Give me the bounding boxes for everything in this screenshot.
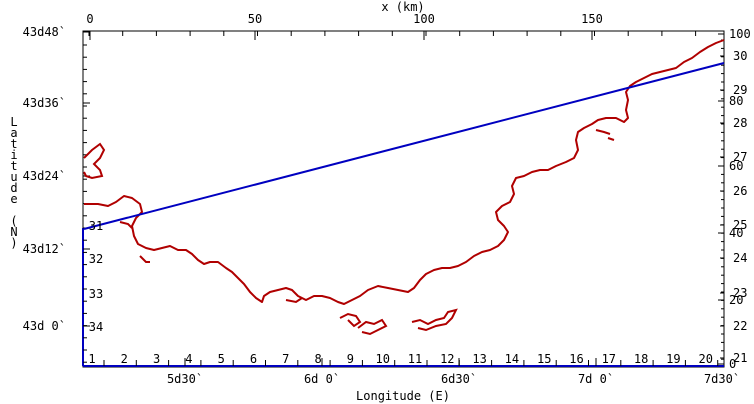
lon-tick-label: 6d 0` bbox=[304, 372, 340, 386]
x-tick-label: 0 bbox=[86, 12, 93, 26]
section-point-label: 6 bbox=[250, 352, 257, 366]
x-axis-label: x (km) bbox=[381, 0, 424, 14]
section-point-label: 34 bbox=[89, 320, 103, 334]
section-point-label: 15 bbox=[537, 352, 551, 366]
lat-tick-label: 43d24` bbox=[23, 169, 66, 183]
section-point-label: 32 bbox=[89, 252, 103, 266]
right-minor-tick-label: 21 bbox=[733, 351, 747, 365]
coastline bbox=[84, 39, 725, 305]
section-point-label: 12 bbox=[440, 352, 454, 366]
right-major-tick-label: 0 bbox=[729, 357, 736, 371]
lon-tick-label: 7d 0` bbox=[578, 372, 614, 386]
x-tick-label: 100 bbox=[413, 12, 435, 26]
section-point-label: 3 bbox=[153, 352, 160, 366]
lat-tick-label: 43d12` bbox=[23, 242, 66, 256]
right-minor-tick-label: 28 bbox=[733, 116, 747, 130]
right-minor-tick-label: 22 bbox=[733, 319, 747, 333]
section-line bbox=[83, 62, 725, 230]
right-major-tick-label: 60 bbox=[729, 159, 743, 173]
section-point-label: 2 bbox=[121, 352, 128, 366]
lon-tick-label: 6d30` bbox=[441, 372, 477, 386]
section-point-label: 10 bbox=[375, 352, 389, 366]
x-tick-label: 150 bbox=[581, 12, 603, 26]
right-minor-tick-label: 27 bbox=[733, 150, 747, 164]
plot-frame bbox=[82, 30, 725, 368]
section-point-label: 7 bbox=[282, 352, 289, 366]
right-major-tick-label: 80 bbox=[729, 94, 743, 108]
right-minor-tick-label: 30 bbox=[733, 49, 747, 63]
right-minor-tick-label: 26 bbox=[733, 184, 747, 198]
section-point-label: 20 bbox=[698, 352, 712, 366]
axis-ticks bbox=[83, 31, 724, 366]
section-point-label: 17 bbox=[602, 352, 616, 366]
right-major-tick-label: 40 bbox=[729, 226, 743, 240]
section-point-label: 33 bbox=[89, 287, 103, 301]
section-point-label: 14 bbox=[505, 352, 519, 366]
section-point-label: 31 bbox=[89, 219, 103, 233]
coastline-islets bbox=[83, 129, 615, 336]
right-minor-tick-label: 23 bbox=[733, 286, 747, 300]
section-point-label: 9 bbox=[347, 352, 354, 366]
section-point-label: 19 bbox=[666, 352, 680, 366]
right-major-tick-label: 100 bbox=[729, 27, 751, 41]
section-point-label: 18 bbox=[634, 352, 648, 366]
lat-tick-label: 43d 0` bbox=[23, 319, 66, 333]
section-point-label: 5 bbox=[218, 352, 225, 366]
section-point-label: 4 bbox=[185, 352, 192, 366]
lon-tick-label: 5d30` bbox=[167, 372, 203, 386]
section-point-label: 13 bbox=[472, 352, 486, 366]
section-point-label: 8 bbox=[314, 352, 321, 366]
section-point-label: 16 bbox=[569, 352, 583, 366]
right-minor-tick-label: 24 bbox=[733, 251, 747, 265]
lon-tick-label: 7d30` bbox=[704, 372, 740, 386]
lat-tick-label: 43d48` bbox=[23, 25, 66, 39]
right-minor-tick-label: 25 bbox=[733, 218, 747, 232]
right-major-tick-label: 20 bbox=[729, 293, 743, 307]
lon-axis-label: Longitude (E) bbox=[356, 389, 450, 403]
lat-tick-label: 43d36` bbox=[23, 96, 66, 110]
section-point-label: 1 bbox=[88, 352, 95, 366]
right-minor-tick-label: 29 bbox=[733, 83, 747, 97]
section-point-label: 11 bbox=[408, 352, 422, 366]
x-tick-label: 50 bbox=[248, 12, 262, 26]
